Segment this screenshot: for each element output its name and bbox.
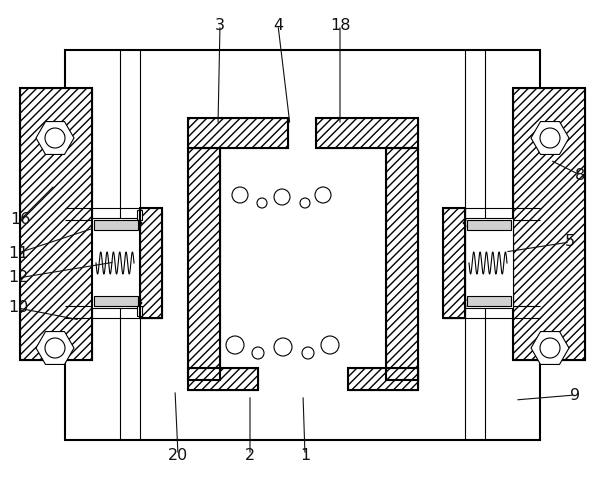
Circle shape [257, 198, 267, 208]
Bar [316, 118, 418, 148]
Bar [94, 296, 138, 306]
Text: 16: 16 [10, 213, 30, 228]
Circle shape [232, 187, 248, 203]
Bar [65, 50, 540, 440]
Circle shape [274, 189, 290, 205]
Circle shape [226, 336, 244, 354]
Bar [188, 148, 220, 380]
Bar [188, 368, 258, 390]
Bar [443, 208, 465, 318]
Bar [140, 208, 162, 318]
Bar [465, 218, 513, 308]
Text: 3: 3 [215, 17, 225, 33]
Circle shape [321, 336, 339, 354]
Text: 4: 4 [273, 17, 283, 33]
Polygon shape [36, 121, 74, 155]
Text: 11: 11 [8, 245, 28, 261]
Bar [140, 208, 162, 318]
Polygon shape [531, 121, 569, 155]
Bar [467, 220, 511, 230]
Bar [188, 148, 220, 380]
Circle shape [274, 338, 292, 356]
Bar [188, 118, 288, 148]
Text: 2: 2 [245, 447, 255, 463]
Bar [348, 368, 418, 390]
Bar [316, 118, 418, 148]
Circle shape [300, 198, 310, 208]
Circle shape [252, 347, 264, 359]
Bar [137, 210, 142, 220]
Bar [443, 208, 465, 318]
Circle shape [302, 347, 314, 359]
Text: 1: 1 [300, 447, 310, 463]
Text: 5: 5 [565, 235, 575, 250]
Bar [513, 88, 585, 360]
Circle shape [45, 128, 65, 148]
Bar [348, 368, 418, 390]
Polygon shape [36, 332, 74, 364]
Bar [20, 88, 92, 360]
Circle shape [45, 338, 65, 358]
Bar [513, 88, 585, 360]
Text: 9: 9 [570, 387, 580, 403]
Text: 10: 10 [8, 300, 28, 315]
Text: 20: 20 [168, 447, 188, 463]
Polygon shape [531, 332, 569, 364]
Text: 18: 18 [330, 17, 350, 33]
Bar [92, 218, 140, 308]
Text: 8: 8 [575, 168, 585, 182]
Bar [467, 296, 511, 306]
Bar [188, 368, 258, 390]
Bar [386, 148, 418, 380]
Bar [94, 220, 138, 230]
Text: 12: 12 [8, 271, 28, 286]
Circle shape [315, 187, 331, 203]
Bar [20, 88, 92, 360]
Circle shape [540, 338, 560, 358]
Bar [220, 148, 386, 380]
Bar [137, 306, 142, 316]
Bar [188, 118, 288, 148]
Bar [386, 148, 418, 380]
Circle shape [540, 128, 560, 148]
